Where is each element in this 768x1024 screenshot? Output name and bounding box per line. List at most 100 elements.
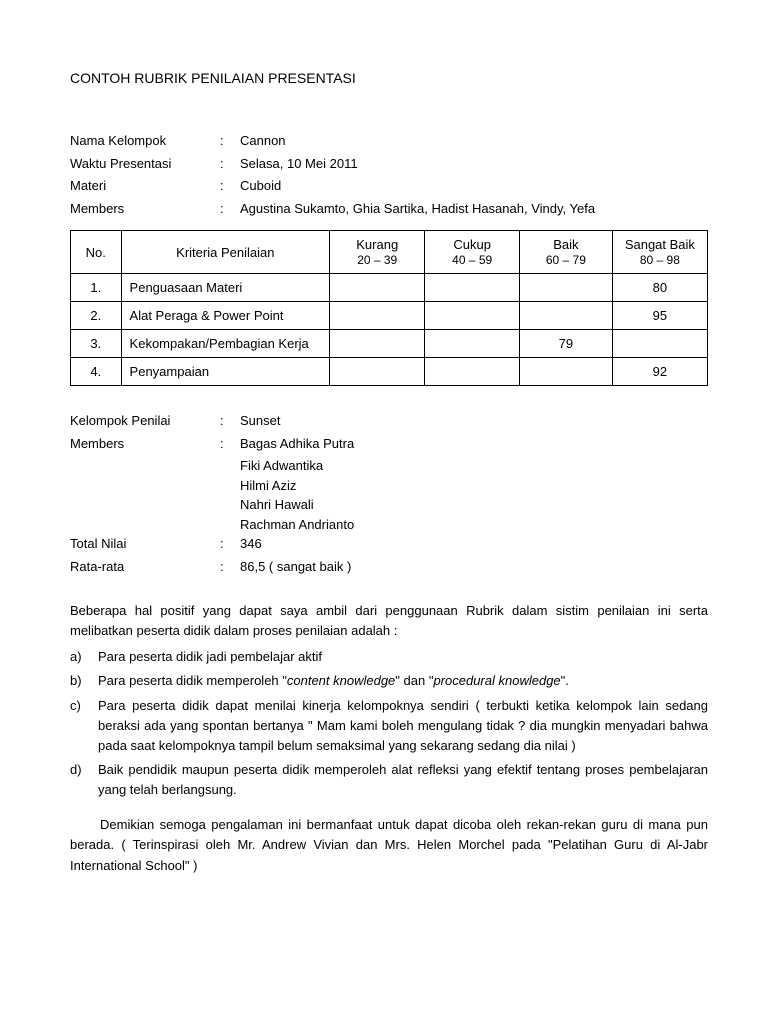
header-baik-range: 60 – 79 <box>546 253 586 267</box>
colon: : <box>220 154 240 174</box>
label-waktu: Waktu Presentasi <box>70 154 220 174</box>
info-row: Kelompok Penilai : Sunset <box>70 411 708 431</box>
list-text: Para peserta didik dapat menilai kinerja… <box>98 696 708 756</box>
cell-kriteria: Alat Peraga & Power Point <box>121 302 330 330</box>
info-row: Total Nilai : 346 <box>70 534 708 554</box>
text-post: ". <box>561 673 569 688</box>
colon: : <box>220 534 240 554</box>
header-kurang-range: 20 – 39 <box>357 253 397 267</box>
header-cukup-label: Cukup <box>453 237 491 252</box>
header-baik: Baik 60 – 79 <box>520 231 613 274</box>
table-row: 4.Penyampaian 92 <box>71 358 708 386</box>
table-row: 3.Kekompakan/Pembagian Kerja 79 <box>71 330 708 358</box>
value-materi: Cuboid <box>240 176 708 196</box>
colon: : <box>220 411 240 431</box>
header-kurang-label: Kurang <box>356 237 398 252</box>
header-cukup-range: 40 – 59 <box>452 253 492 267</box>
table-row: 1.Penguasaan Materi 80 <box>71 274 708 302</box>
text-mid: " dan " <box>395 673 433 688</box>
closing-paragraph: Demikian semoga pengalaman ini bermanfaa… <box>70 815 708 875</box>
table-header-row: No. Kriteria Penilaian Kurang 20 – 39 Cu… <box>71 231 708 274</box>
member-item: Hilmi Aziz <box>240 476 708 496</box>
cell-kriteria: Penguasaan Materi <box>121 274 330 302</box>
cell-kurang <box>330 358 425 386</box>
header-kurang: Kurang 20 – 39 <box>330 231 425 274</box>
value-nama-kelompok: Cannon <box>240 131 708 151</box>
list-item: b) Para peserta didik memperoleh "conten… <box>70 671 708 691</box>
info-row: Materi : Cuboid <box>70 176 708 196</box>
value-total: 346 <box>240 534 708 554</box>
cell-baik <box>520 302 613 330</box>
header-sangat-baik: Sangat Baik 80 – 98 <box>612 231 707 274</box>
cell-kriteria: Kekompakan/Pembagian Kerja <box>121 330 330 358</box>
list-text: Baik pendidik maupun peserta didik mempe… <box>98 760 708 800</box>
cell-kurang <box>330 302 425 330</box>
evaluator-block: Kelompok Penilai : Sunset Members : Baga… <box>70 411 708 576</box>
header-sangat-baik-range: 80 – 98 <box>640 253 680 267</box>
cell-cukup <box>425 302 520 330</box>
cell-sangat-baik: 80 <box>612 274 707 302</box>
italic-text: content knowledge <box>287 673 395 688</box>
cell-sangat-baik: 92 <box>612 358 707 386</box>
list-item: a) Para peserta didik jadi pembelajar ak… <box>70 647 708 667</box>
info-row: Nama Kelompok : Cannon <box>70 131 708 151</box>
list-text: Para peserta didik jadi pembelajar aktif <box>98 647 708 667</box>
cell-baik <box>520 358 613 386</box>
list-marker: c) <box>70 696 98 756</box>
intro-paragraph: Beberapa hal positif yang dapat saya amb… <box>70 601 708 641</box>
header-no: No. <box>71 231 122 274</box>
cell-no: 4. <box>71 358 122 386</box>
value-member-0: Bagas Adhika Putra <box>240 434 708 454</box>
info-row: Waktu Presentasi : Selasa, 10 Mei 2011 <box>70 154 708 174</box>
cell-baik: 79 <box>520 330 613 358</box>
list-item: d) Baik pendidik maupun peserta didik me… <box>70 760 708 800</box>
cell-no: 1. <box>71 274 122 302</box>
info-row: Rata-rata : 86,5 ( sangat baik ) <box>70 557 708 577</box>
colon: : <box>220 557 240 577</box>
cell-cukup <box>425 330 520 358</box>
info-row: Members : Bagas Adhika Putra <box>70 434 708 454</box>
value-kelompok-penilai: Sunset <box>240 411 708 431</box>
label-total: Total Nilai <box>70 534 220 554</box>
label-nama-kelompok: Nama Kelompok <box>70 131 220 151</box>
cell-cukup <box>425 358 520 386</box>
info-block: Nama Kelompok : Cannon Waktu Presentasi … <box>70 131 708 218</box>
cell-no: 2. <box>71 302 122 330</box>
cell-sangat-baik: 95 <box>612 302 707 330</box>
table-row: 2.Alat Peraga & Power Point 95 <box>71 302 708 330</box>
list-marker: d) <box>70 760 98 800</box>
label-kelompok-penilai: Kelompok Penilai <box>70 411 220 431</box>
header-sangat-baik-label: Sangat Baik <box>625 237 695 252</box>
document-page: CONTOH RUBRIK PENILAIAN PRESENTASI Nama … <box>0 0 768 916</box>
label-members2: Members <box>70 434 220 454</box>
member-item: Rachman Andrianto <box>240 515 708 535</box>
value-rata: 86,5 ( sangat baik ) <box>240 557 708 577</box>
list-marker: a) <box>70 647 98 667</box>
colon: : <box>220 176 240 196</box>
info-row: Members : Agustina Sukamto, Ghia Sartika… <box>70 199 708 219</box>
cell-kurang <box>330 330 425 358</box>
header-cukup: Cukup 40 – 59 <box>425 231 520 274</box>
cell-sangat-baik <box>612 330 707 358</box>
page-title: CONTOH RUBRIK PENILAIAN PRESENTASI <box>70 70 708 86</box>
header-baik-label: Baik <box>553 237 578 252</box>
cell-no: 3. <box>71 330 122 358</box>
text-pre: Para peserta didik memperoleh " <box>98 673 287 688</box>
value-waktu: Selasa, 10 Mei 2011 <box>240 154 708 174</box>
header-kriteria: Kriteria Penilaian <box>121 231 330 274</box>
colon: : <box>220 434 240 454</box>
list-marker: b) <box>70 671 98 691</box>
value-members: Agustina Sukamto, Ghia Sartika, Hadist H… <box>240 199 708 219</box>
label-materi: Materi <box>70 176 220 196</box>
list-item: c) Para peserta didik dapat menilai kine… <box>70 696 708 756</box>
list-text: Para peserta didik memperoleh "content k… <box>98 671 708 691</box>
label-rata: Rata-rata <box>70 557 220 577</box>
colon: : <box>220 131 240 151</box>
cell-kurang <box>330 274 425 302</box>
colon: : <box>220 199 240 219</box>
italic-text: procedural knowledge <box>433 673 560 688</box>
cell-kriteria: Penyampaian <box>121 358 330 386</box>
rubric-table: No. Kriteria Penilaian Kurang 20 – 39 Cu… <box>70 230 708 386</box>
cell-cukup <box>425 274 520 302</box>
cell-baik <box>520 274 613 302</box>
